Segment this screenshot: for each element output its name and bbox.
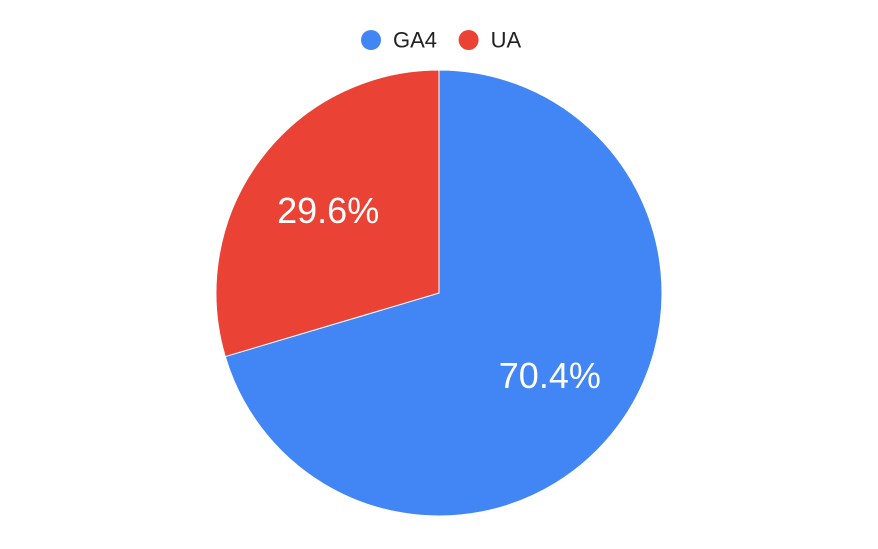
legend-swatch-ga4 [361, 30, 381, 50]
pie-slice-label-ua: 29.6% [277, 190, 379, 231]
legend-label-ua: UA [491, 28, 522, 53]
chart-legend: GA4 UA [361, 28, 521, 53]
pie-slice-ua[interactable] [215, 69, 440, 358]
pie-slices [215, 69, 663, 517]
legend-label-ga4: GA4 [393, 28, 437, 53]
legend-item-ua[interactable]: UA [458, 28, 522, 53]
legend-swatch-ua [458, 30, 479, 50]
pie-slice-label-ga4: 70.4% [499, 355, 601, 396]
pie-slice-ga4[interactable] [224, 69, 663, 517]
pie-slice-labels: 70.4% 29.6% [277, 190, 601, 396]
legend-item-ga4[interactable]: GA4 [361, 28, 437, 53]
